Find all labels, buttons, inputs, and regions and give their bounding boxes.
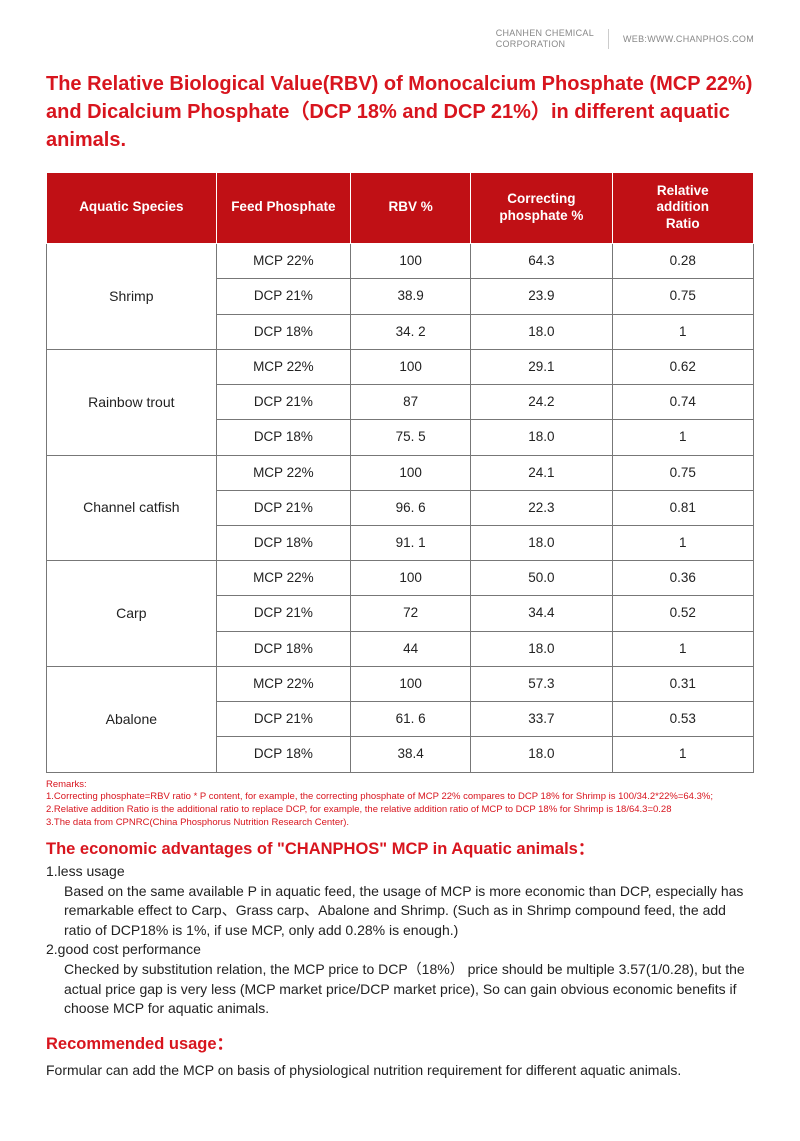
advantage-1-label: 1.less usage (46, 862, 754, 882)
corp-line2: CORPORATION (496, 39, 594, 50)
rbv-table: Aquatic SpeciesFeed PhosphateRBV %Correc… (46, 172, 754, 773)
data-cell: 22.3 (471, 490, 612, 525)
data-cell: 18.0 (471, 631, 612, 666)
data-cell: 64.3 (471, 244, 612, 279)
data-cell: 100 (351, 666, 471, 701)
table-col-header: Aquatic Species (47, 172, 217, 244)
table-head: Aquatic SpeciesFeed PhosphateRBV %Correc… (47, 172, 754, 244)
data-cell: 44 (351, 631, 471, 666)
advantages-title: The economic advantages of "CHANPHOS" MC… (46, 838, 754, 860)
table-body: ShrimpMCP 22%10064.30.28DCP 21%38.923.90… (47, 244, 754, 772)
page-title: The Relative Biological Value(RBV) of Mo… (46, 70, 754, 154)
data-cell: MCP 22% (216, 244, 350, 279)
table-col-header: Feed Phosphate (216, 172, 350, 244)
data-cell: 0.75 (612, 455, 753, 490)
data-cell: DCP 18% (216, 525, 350, 560)
data-cell: DCP 21% (216, 490, 350, 525)
data-cell: 0.53 (612, 702, 753, 737)
data-cell: 100 (351, 244, 471, 279)
data-cell: 72 (351, 596, 471, 631)
data-cell: 0.31 (612, 666, 753, 701)
data-cell: 24.1 (471, 455, 612, 490)
data-cell: 57.3 (471, 666, 612, 701)
data-cell: DCP 21% (216, 279, 350, 314)
data-cell: 61. 6 (351, 702, 471, 737)
data-cell: 0.62 (612, 349, 753, 384)
data-cell: 0.75 (612, 279, 753, 314)
data-cell: 34.4 (471, 596, 612, 631)
data-cell: 50.0 (471, 561, 612, 596)
data-cell: 18.0 (471, 314, 612, 349)
data-cell: 34. 2 (351, 314, 471, 349)
advantage-2-label: 2.good cost performance (46, 940, 754, 960)
table-row: AbaloneMCP 22%10057.30.31 (47, 666, 754, 701)
advantage-2-text: Checked by substitution relation, the MC… (46, 960, 754, 1019)
table-col-header: Correctingphosphate % (471, 172, 612, 244)
remarks-line: 3.The data from CPNRC(China Phosphorus N… (46, 817, 754, 830)
data-cell: 1 (612, 420, 753, 455)
data-cell: 18.0 (471, 737, 612, 772)
data-cell: 0.74 (612, 385, 753, 420)
data-cell: 0.36 (612, 561, 753, 596)
data-cell: 1 (612, 525, 753, 560)
corp-name: CHANHEN CHEMICAL CORPORATION (496, 28, 594, 50)
remarks-line: 2.Relative addition Ratio is the additio… (46, 804, 754, 817)
data-cell: DCP 21% (216, 596, 350, 631)
data-cell: MCP 22% (216, 455, 350, 490)
data-cell: 18.0 (471, 420, 612, 455)
table-row: Rainbow troutMCP 22%10029.10.62 (47, 349, 754, 384)
data-cell: 1 (612, 314, 753, 349)
species-cell: Abalone (47, 666, 217, 772)
data-cell: DCP 21% (216, 385, 350, 420)
data-cell: 1 (612, 737, 753, 772)
data-cell: 100 (351, 349, 471, 384)
data-cell: MCP 22% (216, 666, 350, 701)
species-cell: Shrimp (47, 244, 217, 350)
data-cell: MCP 22% (216, 561, 350, 596)
data-cell: 18.0 (471, 525, 612, 560)
data-cell: DCP 18% (216, 314, 350, 349)
data-cell: 0.81 (612, 490, 753, 525)
data-cell: 1 (612, 631, 753, 666)
data-cell: DCP 18% (216, 420, 350, 455)
data-cell: DCP 18% (216, 631, 350, 666)
data-cell: 38.4 (351, 737, 471, 772)
remarks-line: 1.Correcting phosphate=RBV ratio * P con… (46, 791, 754, 804)
table-col-header: RelativeadditionRatio (612, 172, 753, 244)
data-cell: 0.52 (612, 596, 753, 631)
remarks-heading: Remarks: (46, 779, 754, 792)
table-row: Channel catfishMCP 22%10024.10.75 (47, 455, 754, 490)
recommended-text: Formular can add the MCP on basis of phy… (46, 1061, 754, 1081)
corp-web: WEB:WWW.CHANPHOS.COM (623, 33, 754, 45)
species-cell: Rainbow trout (47, 349, 217, 455)
data-cell: 0.28 (612, 244, 753, 279)
data-cell: DCP 18% (216, 737, 350, 772)
table-row: ShrimpMCP 22%10064.30.28 (47, 244, 754, 279)
remarks-block: Remarks: 1.Correcting phosphate=RBV rati… (46, 779, 754, 830)
data-cell: DCP 21% (216, 702, 350, 737)
advantage-1-text: Based on the same available P in aquatic… (46, 882, 754, 941)
doc-header: CHANHEN CHEMICAL CORPORATION WEB:WWW.CHA… (46, 28, 754, 50)
data-cell: 29.1 (471, 349, 612, 384)
data-cell: 24.2 (471, 385, 612, 420)
data-cell: 23.9 (471, 279, 612, 314)
header-divider (608, 29, 609, 49)
species-cell: Channel catfish (47, 455, 217, 561)
table-col-header: RBV % (351, 172, 471, 244)
data-cell: 38.9 (351, 279, 471, 314)
data-cell: 96. 6 (351, 490, 471, 525)
corp-line1: CHANHEN CHEMICAL (496, 28, 594, 39)
table-row: CarpMCP 22%10050.00.36 (47, 561, 754, 596)
data-cell: 75. 5 (351, 420, 471, 455)
data-cell: 100 (351, 561, 471, 596)
data-cell: 100 (351, 455, 471, 490)
data-cell: 33.7 (471, 702, 612, 737)
data-cell: 87 (351, 385, 471, 420)
data-cell: 91. 1 (351, 525, 471, 560)
recommended-title: Recommended usage： (46, 1033, 754, 1055)
data-cell: MCP 22% (216, 349, 350, 384)
species-cell: Carp (47, 561, 217, 667)
